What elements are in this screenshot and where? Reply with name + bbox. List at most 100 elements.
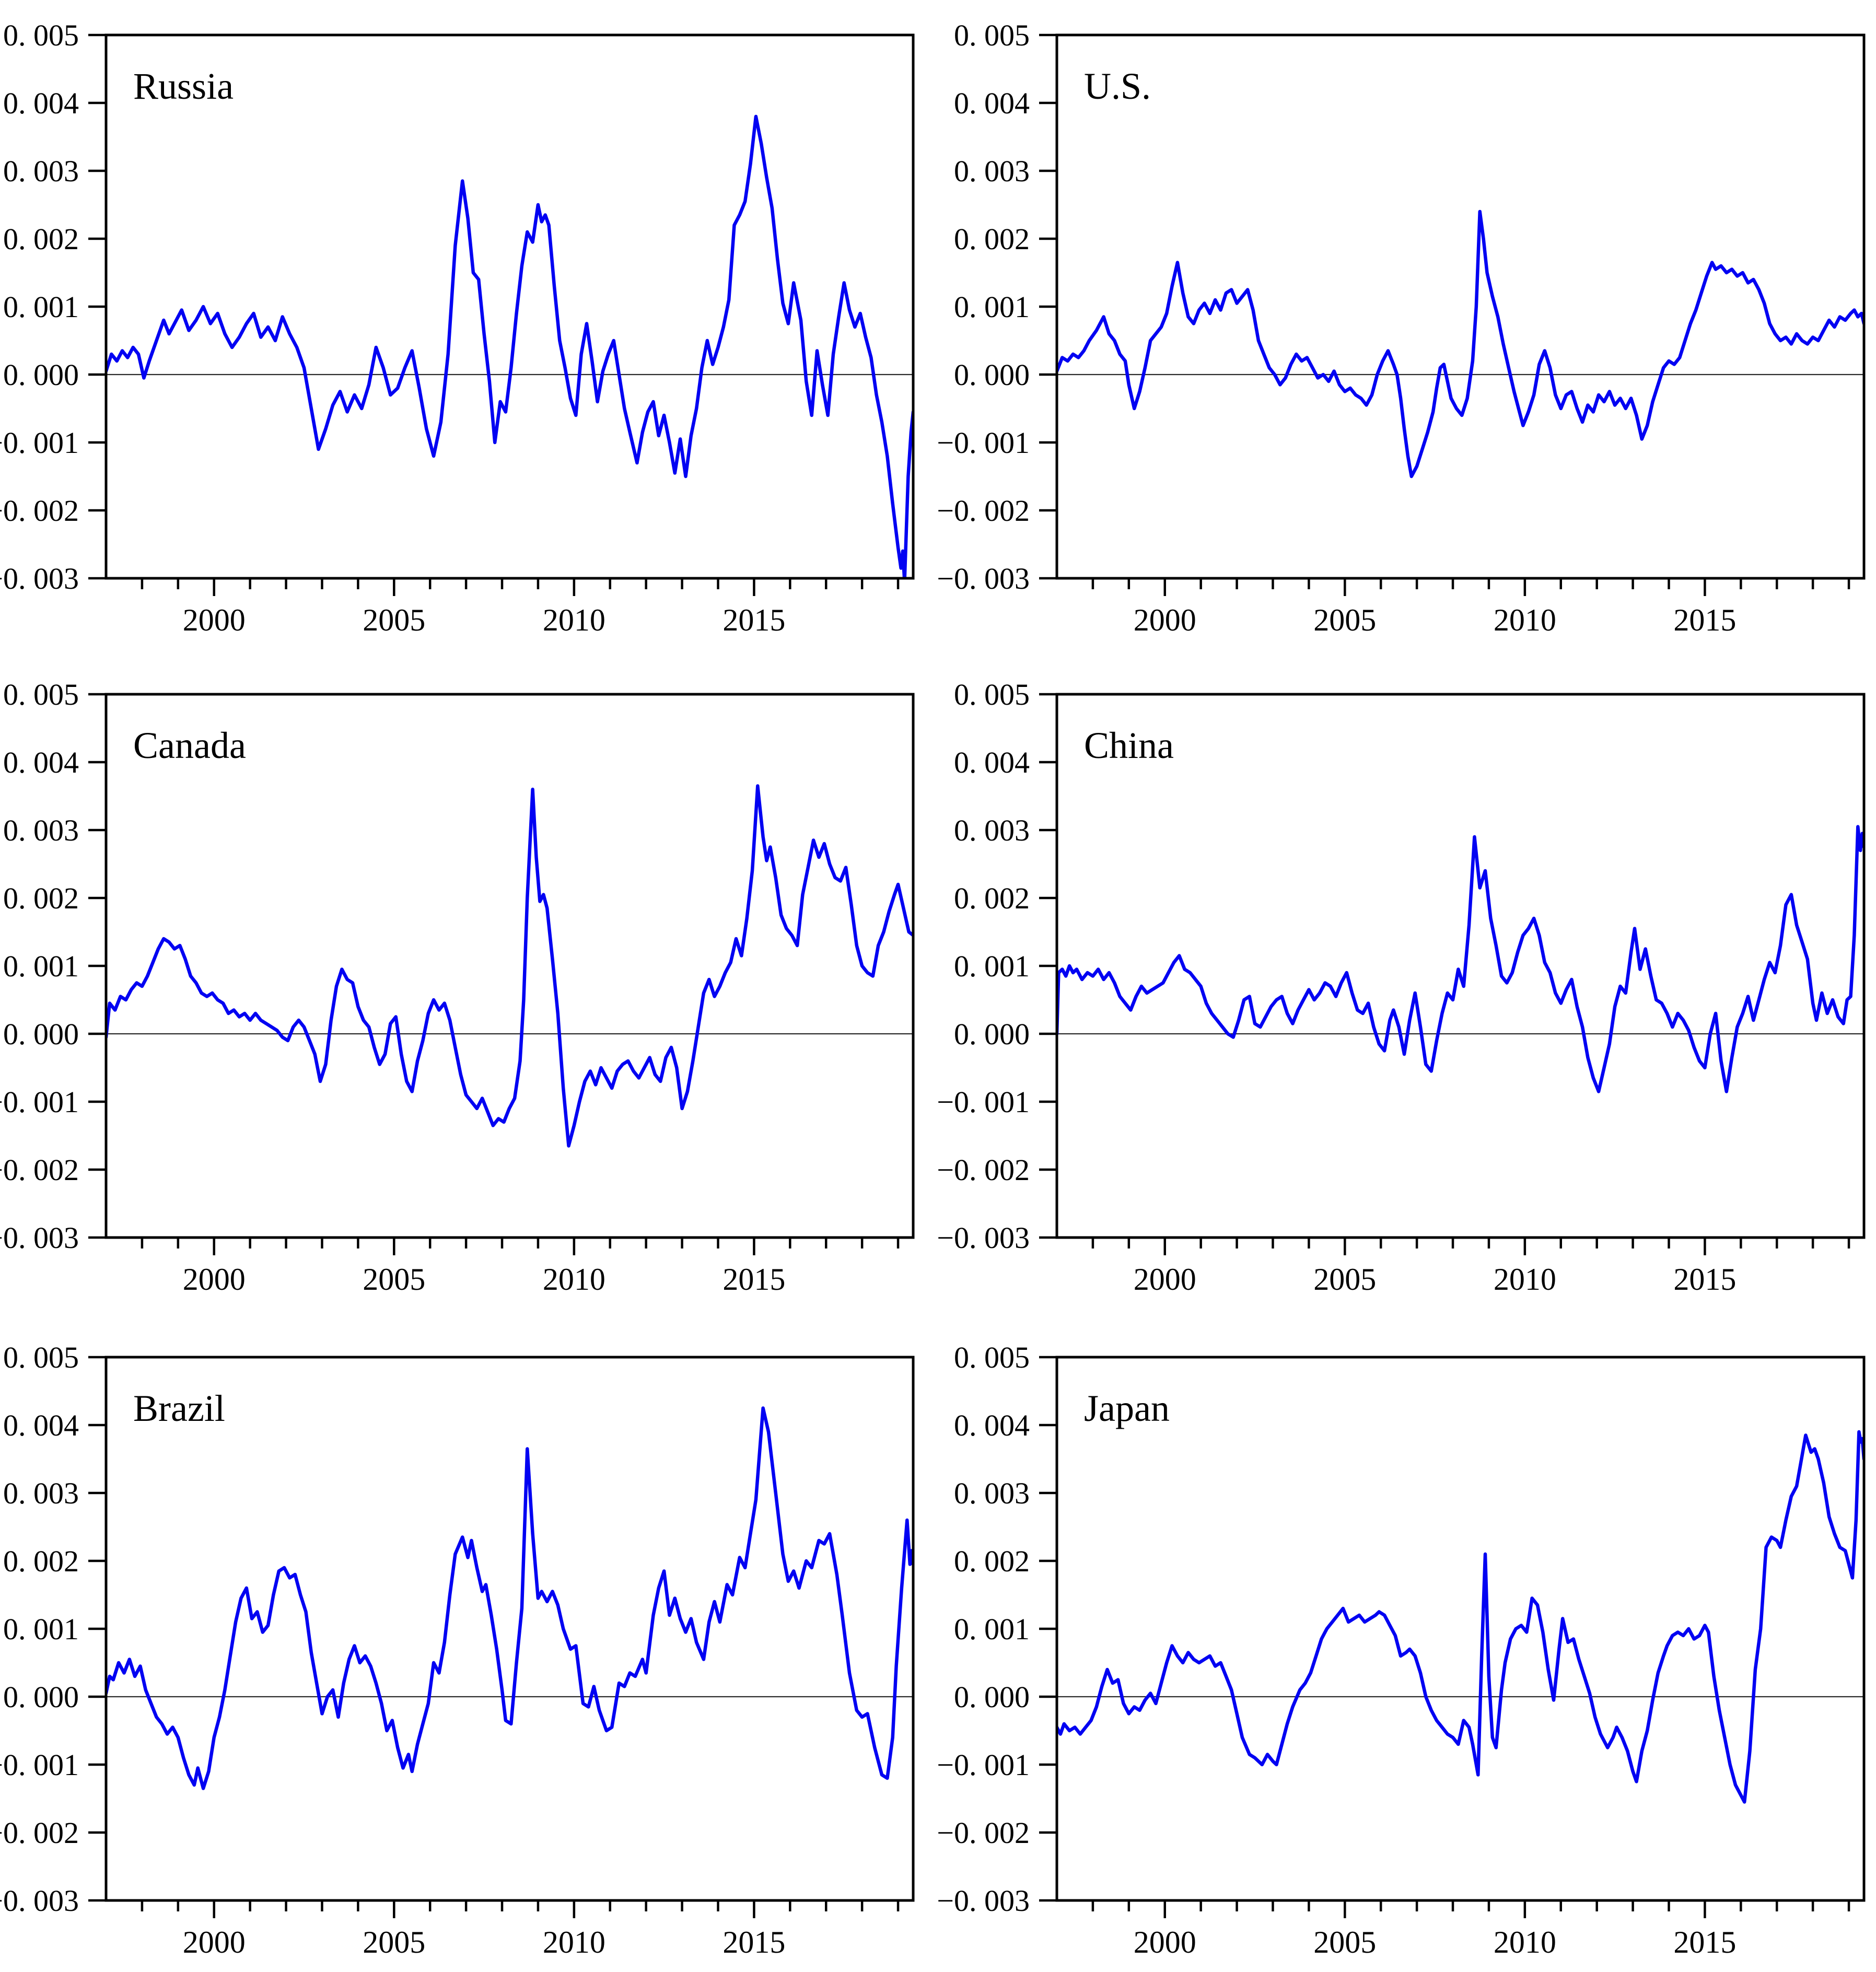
y-tick-label: −0. 001 [937, 1085, 1030, 1119]
series-line [1057, 1430, 1864, 1804]
y-tick-label: 0. 005 [3, 18, 79, 52]
x-tick-label: 2015 [723, 1925, 785, 1959]
x-tick-label: 2005 [363, 1262, 425, 1297]
y-tick-label: −0. 002 [0, 1153, 79, 1187]
y-tick-label: 0. 005 [3, 678, 79, 711]
x-tick-label: 2000 [183, 1262, 246, 1297]
y-tick-label: 0. 000 [954, 1680, 1030, 1714]
y-tick-label: −0. 002 [0, 1816, 79, 1850]
y-tick-label: 0. 003 [3, 154, 79, 188]
y-tick-label: −0. 003 [0, 1884, 79, 1918]
y-tick-label: 0. 005 [954, 18, 1030, 52]
y-tick-label: 0. 002 [954, 881, 1030, 915]
x-tick-label: 2000 [1134, 603, 1196, 637]
x-tick-label: 2015 [1673, 603, 1736, 637]
y-tick-label: 0. 003 [954, 813, 1030, 847]
y-tick-label: 0. 002 [954, 222, 1030, 256]
y-tick-label: 0. 005 [954, 1340, 1030, 1374]
plot-frame [1055, 693, 1866, 1239]
series-line [1057, 825, 1864, 1093]
series-line [106, 114, 913, 578]
y-tick-label: −0. 003 [937, 562, 1030, 596]
y-tick-label: 0. 001 [954, 1612, 1030, 1646]
x-tick-label: 2015 [1673, 1262, 1736, 1297]
x-tick-label: 2015 [1673, 1925, 1736, 1959]
y-tick-label: 0. 000 [3, 1680, 79, 1714]
x-tick-label: 2005 [1313, 1925, 1376, 1959]
panel-title: Brazil [133, 1387, 225, 1429]
x-tick-label: 2010 [543, 1925, 605, 1959]
plot-frame [104, 1356, 915, 1902]
panel-japan: 0. 005 0. 004 0. 003 0. 002 0. 001 0. 000 −0. … [937, 1340, 1866, 1959]
y-tick-label: 0. 000 [3, 358, 79, 392]
panel-title: Canada [133, 725, 246, 766]
x-tick-label: 2000 [1134, 1262, 1196, 1297]
y-tick-label: 0. 002 [3, 1544, 79, 1578]
panel-china: 0. 005 0. 004 0. 003 0. 002 0. 001 0. 000 −0. … [937, 678, 1866, 1297]
y-tick-label: −0. 003 [0, 562, 79, 596]
x-tick-label: 2000 [1134, 1925, 1196, 1959]
y-tick-label: 0. 003 [3, 813, 79, 847]
y-tick-label: −0. 001 [937, 1748, 1030, 1782]
y-tick-label: 0. 003 [954, 154, 1030, 188]
panel-canada: 0. 005 0. 004 0. 003 0. 002 0. 001 0. 000 −0. … [0, 678, 915, 1297]
y-tick-label: −0. 003 [0, 1221, 79, 1255]
y-tick-label: 0. 000 [954, 1017, 1030, 1051]
x-tick-label: 2005 [1313, 603, 1376, 637]
y-tick-label: 0. 004 [3, 745, 79, 779]
y-tick-label: 0. 004 [954, 86, 1030, 120]
y-tick-label: 0. 000 [3, 1017, 79, 1051]
x-tick-label: 2005 [1313, 1262, 1376, 1297]
y-tick-label: 0. 004 [3, 1408, 79, 1442]
series-line [106, 1406, 913, 1790]
y-tick-label: 0. 000 [954, 358, 1030, 392]
x-tick-label: 2010 [543, 1262, 605, 1297]
y-tick-label: −0. 003 [937, 1221, 1030, 1255]
y-tick-label: −0. 002 [937, 1153, 1030, 1187]
y-tick-label: 0. 002 [3, 881, 79, 915]
y-tick-label: −0. 002 [0, 494, 79, 528]
y-tick-label: 0. 004 [954, 745, 1030, 779]
y-tick-label: −0. 001 [937, 426, 1030, 460]
x-tick-label: 2010 [543, 603, 605, 637]
x-tick-label: 2010 [1494, 1925, 1556, 1959]
x-tick-label: 2005 [363, 1925, 425, 1959]
panel-title: China [1084, 725, 1174, 766]
y-tick-label: −0. 002 [937, 1816, 1030, 1850]
panel-russia: 0. 005 0. 004 0. 003 0. 002 0. 001 0. 000 −0. … [0, 18, 915, 637]
y-tick-label: −0. 001 [0, 426, 79, 460]
x-tick-label: 2015 [723, 603, 785, 637]
x-tick-label: 2015 [723, 1262, 785, 1297]
panel-title: U.S. [1084, 65, 1151, 107]
series-line [106, 784, 913, 1148]
y-tick-label: 0. 001 [3, 949, 79, 983]
y-tick-label: 0. 001 [3, 1612, 79, 1646]
y-tick-label: −0. 001 [0, 1085, 79, 1119]
y-tick-label: −0. 001 [0, 1748, 79, 1782]
x-tick-label: 2010 [1494, 603, 1556, 637]
panel-brazil: 0. 005 0. 004 0. 003 0. 002 0. 001 0. 000 −0. … [0, 1340, 915, 1959]
y-tick-label: 0. 004 [954, 1408, 1030, 1442]
plot-frame [104, 693, 915, 1239]
y-tick-label: 0. 003 [3, 1476, 79, 1510]
y-tick-label: 0. 005 [954, 678, 1030, 711]
panel-title: Japan [1084, 1387, 1170, 1429]
y-tick-label: −0. 002 [937, 494, 1030, 528]
y-tick-label: 0. 001 [954, 290, 1030, 324]
x-tick-label: 2005 [363, 603, 425, 637]
y-tick-label: 0. 002 [3, 222, 79, 256]
x-tick-label: 2000 [183, 1925, 246, 1959]
series-line [1057, 209, 1864, 479]
y-tick-label: −0. 003 [937, 1884, 1030, 1918]
plot-frame [1055, 33, 1866, 580]
y-tick-label: 0. 003 [954, 1476, 1030, 1510]
panel-us: 0. 005 0. 004 0. 003 0. 002 0. 001 0. 000 −0. … [937, 18, 1866, 637]
y-tick-label: 0. 001 [954, 949, 1030, 983]
y-tick-label: 0. 004 [3, 86, 79, 120]
plot-frame [1055, 1356, 1866, 1902]
y-tick-label: 0. 002 [954, 1544, 1030, 1578]
panel-title: Russia [133, 65, 234, 107]
x-tick-label: 2000 [183, 603, 246, 637]
